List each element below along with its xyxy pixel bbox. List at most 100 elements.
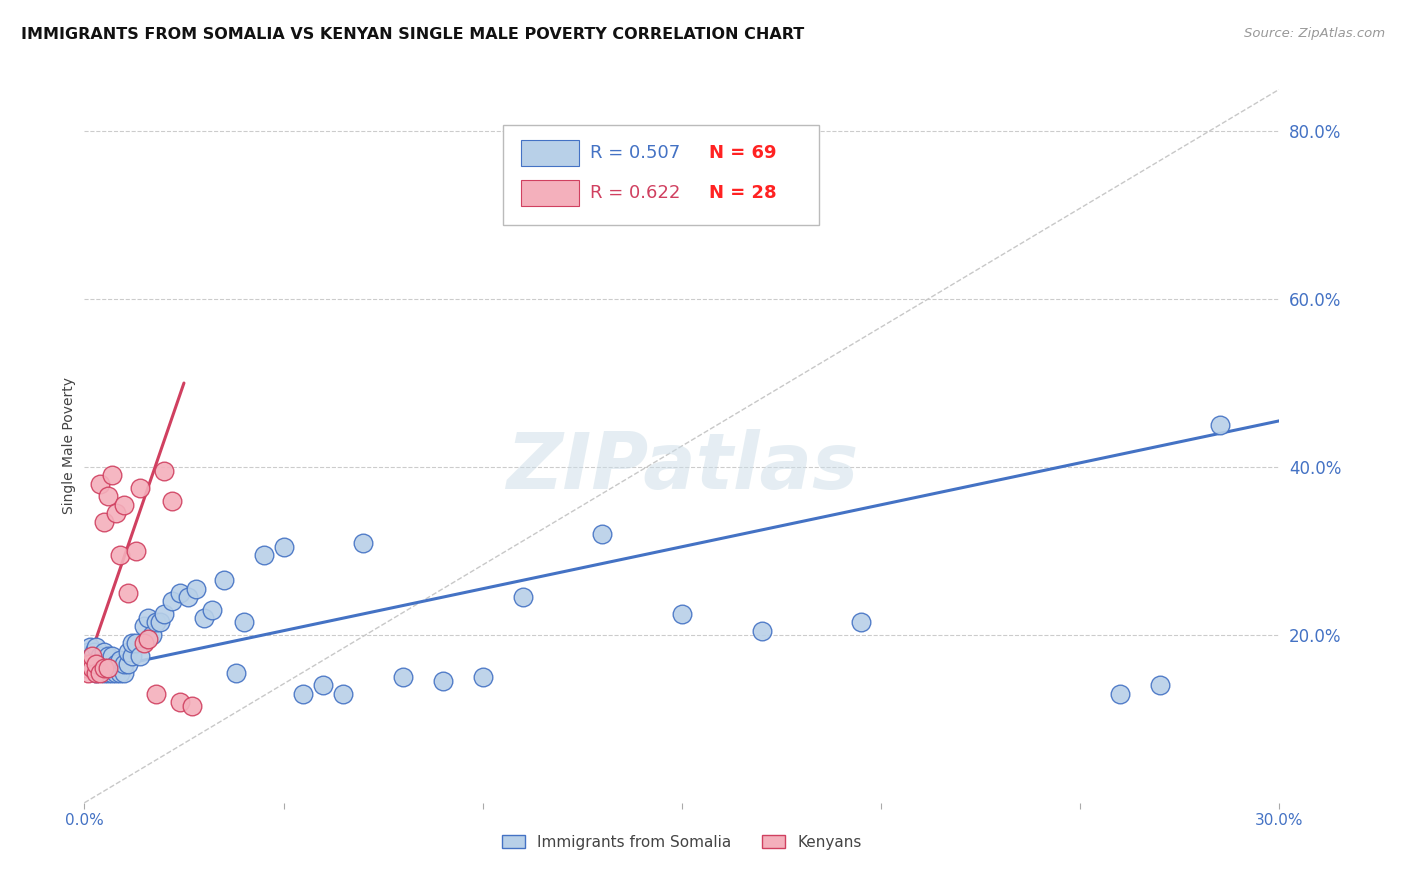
Point xyxy=(312,678,335,692)
Point xyxy=(1209,417,1232,432)
Point xyxy=(86,653,108,667)
Point xyxy=(184,582,207,596)
Point xyxy=(471,670,494,684)
Point xyxy=(181,699,204,714)
Point xyxy=(101,665,124,680)
Point xyxy=(77,657,100,672)
Point xyxy=(125,636,148,650)
Point xyxy=(112,665,135,680)
Point xyxy=(225,665,247,680)
Point xyxy=(75,661,97,675)
Point xyxy=(132,619,156,633)
Point xyxy=(86,640,108,655)
Point xyxy=(86,665,108,680)
Point xyxy=(253,548,276,562)
Point xyxy=(160,594,183,608)
Point xyxy=(149,615,172,630)
Point xyxy=(93,645,115,659)
Point xyxy=(112,657,135,672)
Point xyxy=(352,535,374,549)
Point xyxy=(82,648,104,663)
Point xyxy=(110,653,132,667)
Point xyxy=(141,628,163,642)
Point xyxy=(145,615,167,630)
Point xyxy=(153,607,176,621)
Point xyxy=(193,611,215,625)
Point xyxy=(125,544,148,558)
Point xyxy=(89,661,111,675)
Point xyxy=(89,665,111,680)
Point xyxy=(79,657,101,672)
Point xyxy=(292,687,315,701)
Point xyxy=(105,657,128,672)
Point xyxy=(77,657,100,672)
Point xyxy=(512,590,534,604)
Point xyxy=(121,636,143,650)
Text: Source: ZipAtlas.com: Source: ZipAtlas.com xyxy=(1244,27,1385,40)
Point xyxy=(117,586,139,600)
Legend: Immigrants from Somalia, Kenyans: Immigrants from Somalia, Kenyans xyxy=(496,829,868,855)
Point xyxy=(83,657,105,672)
Point xyxy=(201,603,224,617)
Point xyxy=(132,636,156,650)
Point xyxy=(77,645,100,659)
Point xyxy=(1149,678,1171,692)
Point xyxy=(89,476,111,491)
Point xyxy=(1109,687,1132,701)
Point xyxy=(212,574,235,588)
Point xyxy=(89,648,111,663)
Point xyxy=(332,687,354,701)
Point xyxy=(432,674,454,689)
Point xyxy=(93,657,115,672)
Point xyxy=(79,640,101,655)
Point xyxy=(82,648,104,663)
Point xyxy=(129,648,152,663)
Point xyxy=(751,624,773,638)
Point xyxy=(851,615,873,630)
Text: ZIPatlas: ZIPatlas xyxy=(506,429,858,506)
Point xyxy=(93,665,115,680)
Y-axis label: Single Male Poverty: Single Male Poverty xyxy=(62,377,76,515)
Text: IMMIGRANTS FROM SOMALIA VS KENYAN SINGLE MALE POVERTY CORRELATION CHART: IMMIGRANTS FROM SOMALIA VS KENYAN SINGLE… xyxy=(21,27,804,42)
Point xyxy=(177,590,200,604)
FancyBboxPatch shape xyxy=(520,140,579,166)
Point xyxy=(117,657,139,672)
Point xyxy=(591,527,613,541)
Point xyxy=(82,661,104,675)
Point xyxy=(97,665,120,680)
Point xyxy=(97,661,120,675)
Point xyxy=(121,648,143,663)
Point xyxy=(77,665,100,680)
Point xyxy=(86,657,108,672)
Point xyxy=(93,661,115,675)
Point xyxy=(97,489,120,503)
Point xyxy=(101,648,124,663)
Point xyxy=(79,653,101,667)
Point xyxy=(273,540,295,554)
FancyBboxPatch shape xyxy=(503,125,820,225)
Point xyxy=(101,468,124,483)
Point xyxy=(83,645,105,659)
Point xyxy=(101,661,124,675)
Point xyxy=(169,695,191,709)
Point xyxy=(97,648,120,663)
Text: N = 28: N = 28 xyxy=(710,184,778,202)
Point xyxy=(232,615,254,630)
Point xyxy=(136,632,159,646)
Point xyxy=(392,670,415,684)
Point xyxy=(145,687,167,701)
Point xyxy=(105,665,128,680)
Point xyxy=(86,665,108,680)
Point xyxy=(82,661,104,675)
Point xyxy=(160,493,183,508)
Point xyxy=(91,653,114,667)
Point xyxy=(112,498,135,512)
Point xyxy=(75,648,97,663)
Point xyxy=(93,515,115,529)
Point xyxy=(136,611,159,625)
Text: R = 0.622: R = 0.622 xyxy=(591,184,681,202)
Point xyxy=(105,506,128,520)
Point xyxy=(110,665,132,680)
Point xyxy=(97,657,120,672)
Point xyxy=(129,481,152,495)
